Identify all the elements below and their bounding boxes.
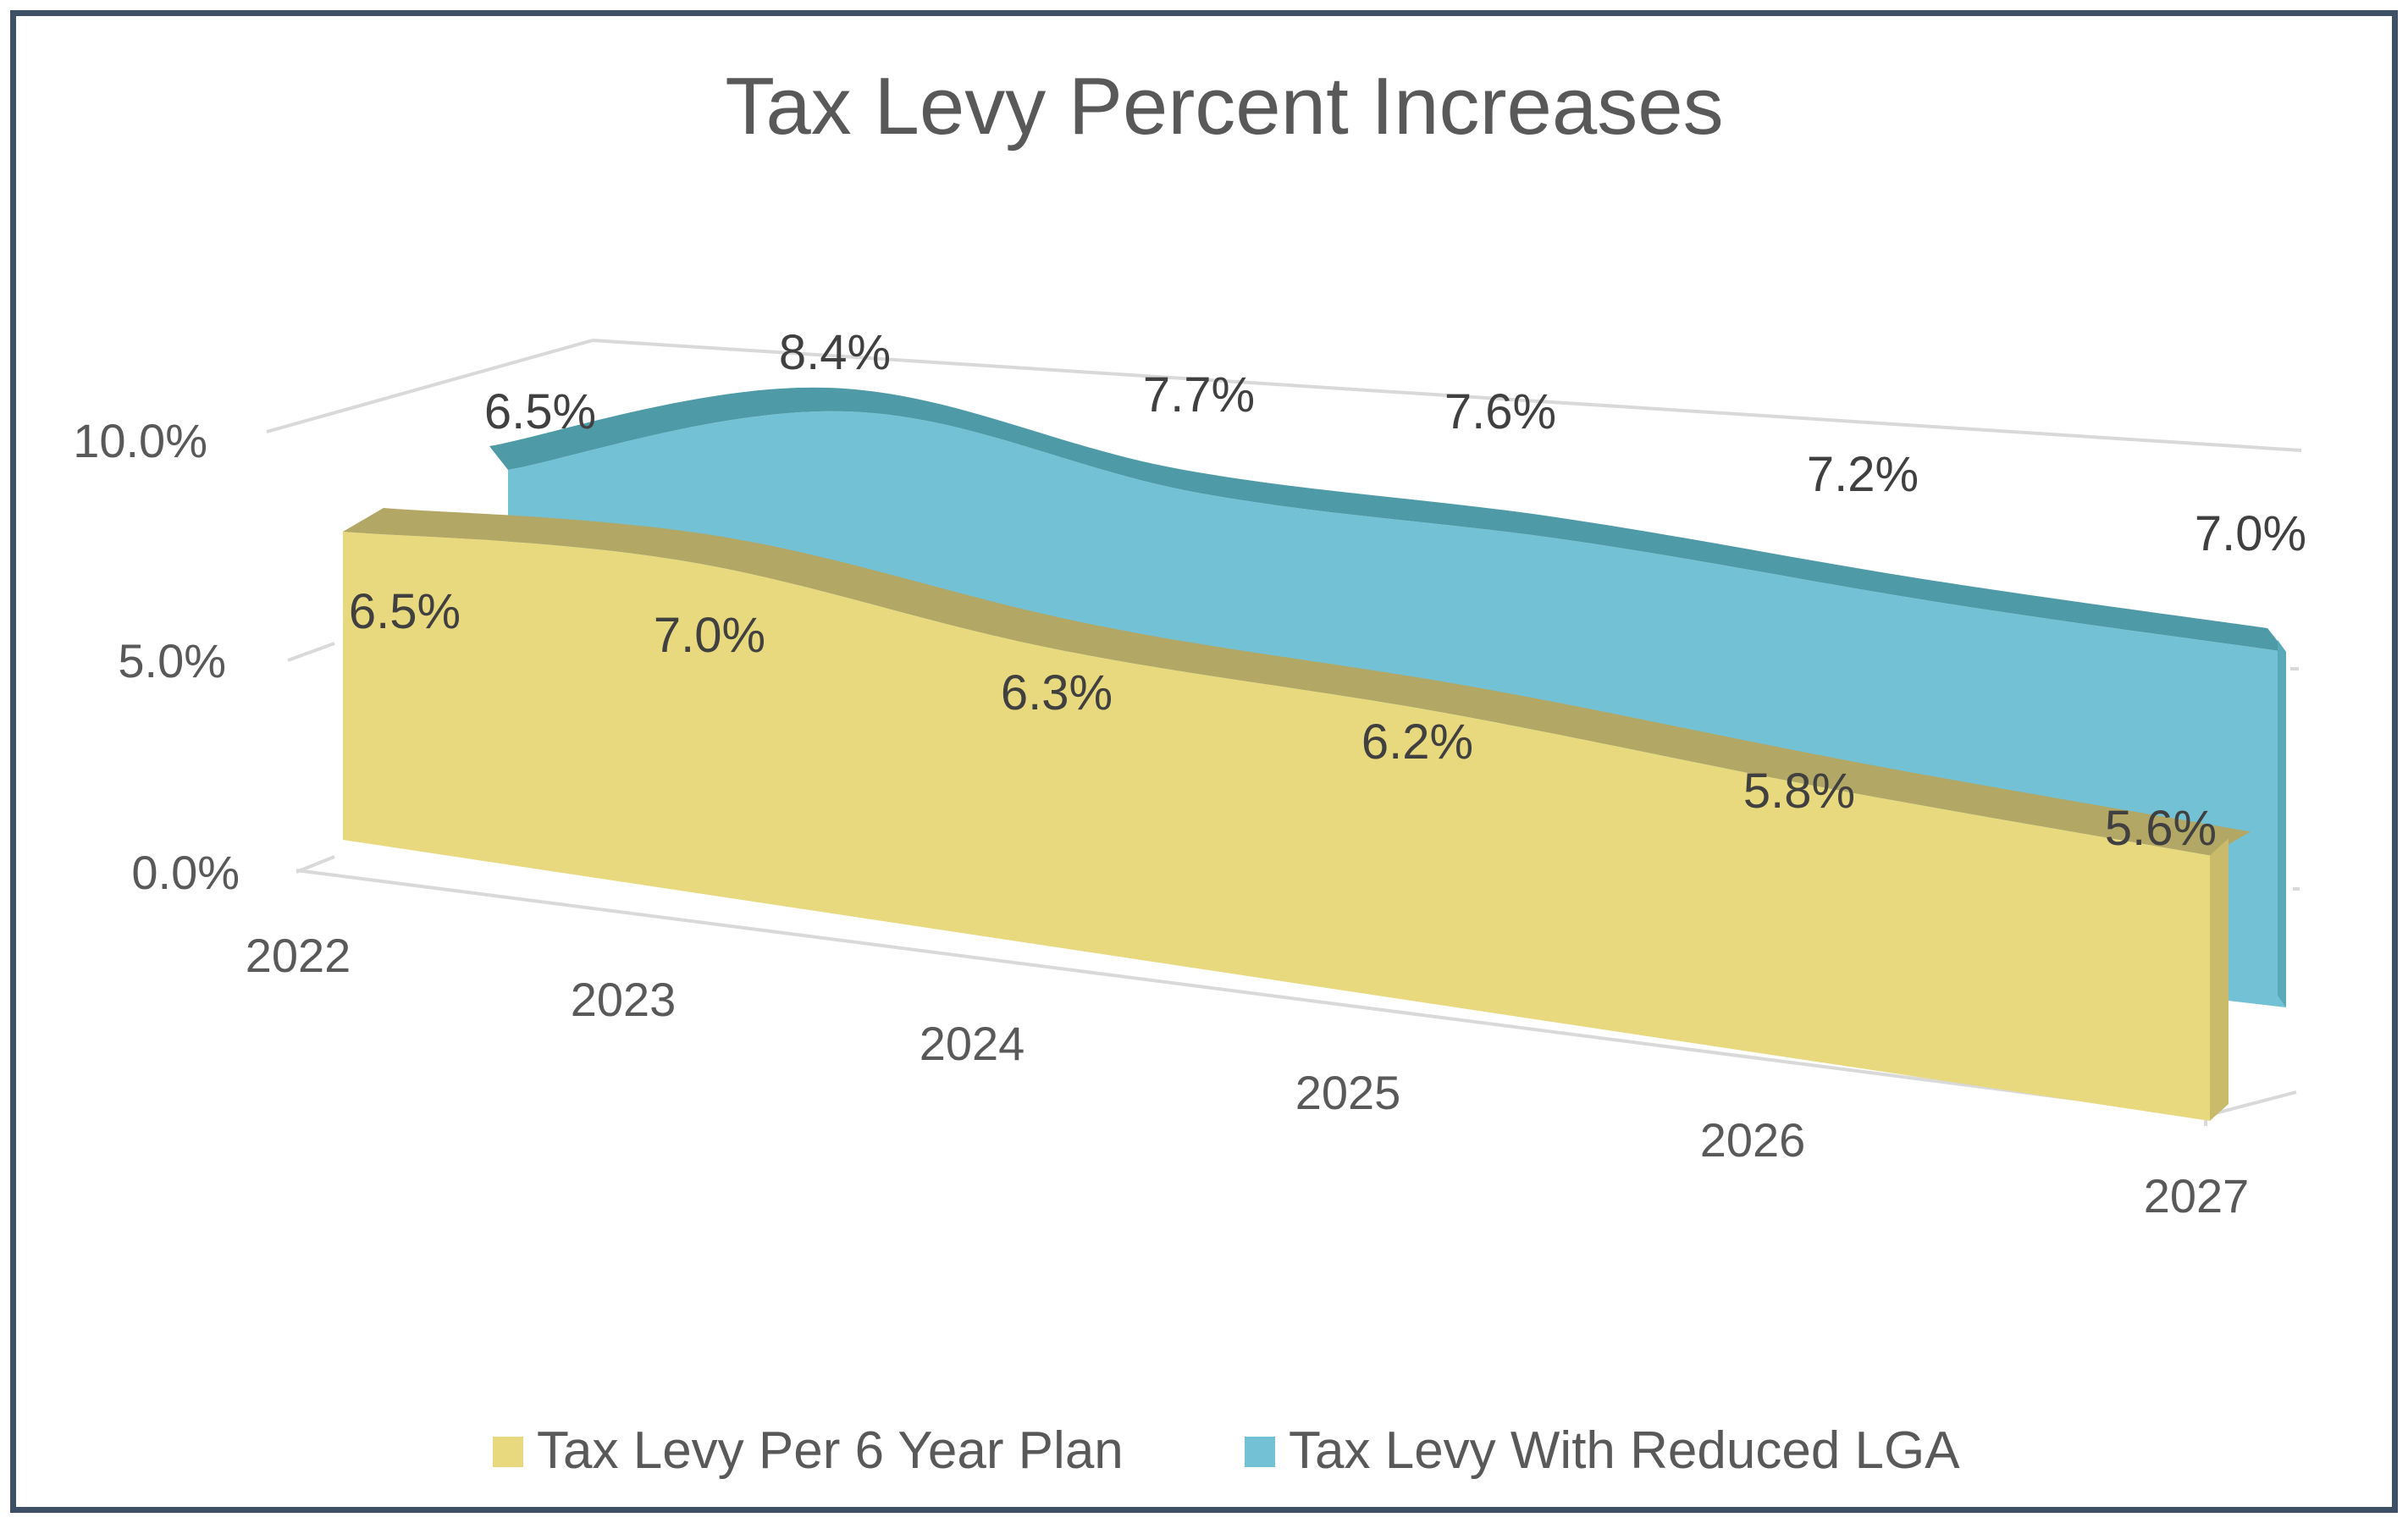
legend: Tax Levy Per 6 Year Plan Tax Levy With Re…	[493, 1421, 1960, 1480]
data-label-reduced-lga-2023: 8.4%	[779, 325, 891, 380]
data-label-six-year-plan-2026: 5.8%	[1743, 764, 1855, 819]
x-tick-label: 2022	[246, 929, 351, 982]
right-wall-ticks	[2290, 667, 2300, 891]
legend-label: Tax Levy Per 6 Year Plan	[537, 1421, 1124, 1480]
six-year-plan-side-face	[2210, 838, 2229, 1121]
legend-swatch	[1245, 1437, 1275, 1467]
data-label-reduced-lga-2025: 7.6%	[1444, 384, 1556, 439]
chart-title: Tax Levy Percent Increases	[725, 61, 1723, 152]
y-tick-label: 5.0%	[118, 634, 226, 687]
gridline-10pct	[266, 338, 2302, 452]
data-labels: 6.5% 7.0% 6.3% 6.2% 5.8% 5.6% 6.5% 8.4% 7.7% 7.6%…	[349, 325, 2306, 856]
legend-swatch	[493, 1437, 523, 1467]
reduced-lga-side-face	[2278, 640, 2286, 1007]
data-label-six-year-plan-2022: 6.5%	[349, 584, 461, 639]
y-tick-label: 10.0%	[73, 414, 207, 467]
data-label-six-year-plan-2027: 5.6%	[2105, 801, 2217, 856]
data-label-six-year-plan-2024: 6.3%	[1001, 665, 1113, 720]
x-tick-label: 2027	[2144, 1169, 2250, 1222]
x-tick-label: 2024	[920, 1017, 1025, 1070]
six-year-plan-area	[343, 532, 2210, 1121]
reduced-lga-top-face	[489, 387, 2286, 652]
data-label-reduced-lga-2027: 7.0%	[2195, 506, 2306, 561]
data-label-reduced-lga-2022: 6.5%	[484, 384, 596, 439]
data-label-six-year-plan-2025: 6.2%	[1361, 715, 1473, 770]
x-tick-label: 2023	[571, 973, 677, 1026]
data-label-reduced-lga-2026: 7.2%	[1807, 447, 1919, 502]
legend-item-reduced-lga: Tax Levy With Reduced LGA	[1245, 1421, 1960, 1480]
data-label-six-year-plan-2023: 7.0%	[654, 608, 765, 663]
y-tick-label: 0.0%	[131, 846, 240, 899]
x-tick-label: 2025	[1295, 1066, 1401, 1119]
data-label-reduced-lga-2024: 7.7%	[1143, 367, 1255, 422]
series-six-year-plan	[343, 508, 2251, 1121]
legend-item-six-year-plan: Tax Levy Per 6 Year Plan	[493, 1421, 1124, 1480]
legend-label: Tax Levy With Reduced LGA	[1289, 1421, 1960, 1480]
gridline-5pct	[287, 642, 335, 662]
axis-ticks: 0.0% 5.0% 10.0% 2022 2023 2024 2025 2026 2027	[73, 414, 2249, 1222]
six-year-plan-top-face	[343, 508, 2251, 856]
x-tick-label: 2026	[1700, 1113, 1806, 1167]
